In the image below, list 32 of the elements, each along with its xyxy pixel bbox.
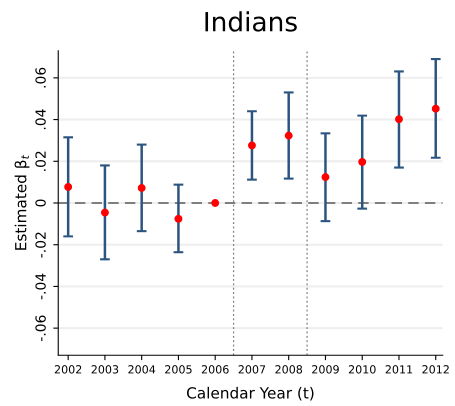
x-tick-label: 2012: [422, 365, 449, 374]
point: [322, 173, 330, 182]
x-tick-label: 2002: [54, 365, 82, 374]
x-tick-label: 2011: [386, 365, 412, 374]
point: [284, 132, 293, 140]
y-tick-label: 0: [35, 200, 46, 207]
point: [100, 208, 109, 217]
x-tick-label: 2004: [128, 365, 156, 374]
y-tick-label: -.06: [35, 315, 46, 342]
y-tick-label: .04: [35, 109, 46, 130]
chart-title: Indians: [205, 11, 297, 32]
point: [174, 214, 182, 223]
x-tick-label: 2010: [348, 365, 376, 374]
point: [248, 141, 256, 150]
x-axis-title: Calendar Year (t): [187, 386, 314, 400]
point: [432, 104, 440, 113]
x-tick-label: 2005: [165, 365, 192, 374]
point: [138, 184, 146, 192]
point: [211, 199, 220, 207]
point: [358, 158, 366, 166]
x-tick-label: 2008: [275, 365, 302, 374]
y-axis-title: Estimated β$_{t}$: [14, 154, 30, 250]
y-tick-label: .02: [35, 152, 46, 171]
y-tick-label: -.02: [35, 232, 46, 258]
x-tick-label: 2006: [202, 365, 229, 374]
x-tick-label: 2003: [92, 365, 118, 374]
point: [64, 182, 72, 191]
x-tick-label: 2007: [238, 365, 266, 374]
y-tick-label: -.04: [35, 274, 46, 300]
x-tick-label: 2009: [312, 365, 339, 374]
point: [395, 115, 403, 124]
y-tick-label: .06: [35, 68, 46, 88]
